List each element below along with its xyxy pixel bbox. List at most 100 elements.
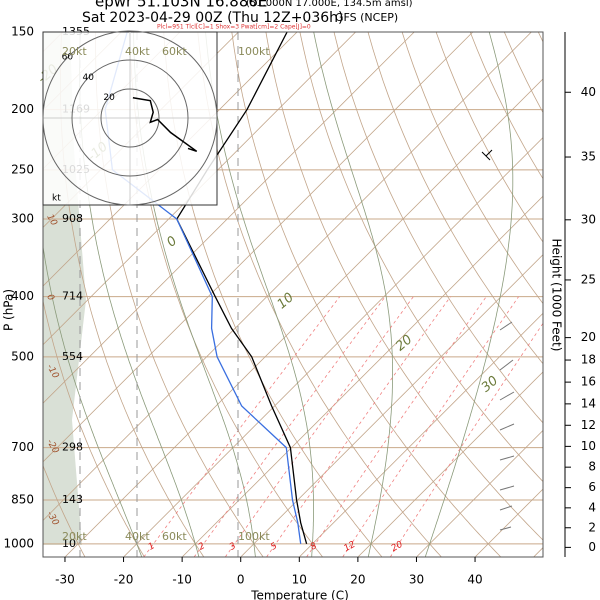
speed-label-top: 40kt bbox=[125, 45, 150, 58]
isotherm-grid bbox=[181, 195, 543, 557]
dry-adiabat bbox=[197, 32, 442, 557]
dry-adiabat bbox=[43, 299, 145, 557]
height-label: 908 bbox=[62, 212, 83, 225]
speed-label-bottom: 60kt bbox=[162, 530, 187, 543]
y2-tick-label: 14 bbox=[581, 396, 596, 410]
x-tick-label: 0 bbox=[237, 573, 245, 587]
dry-adiabat bbox=[367, 32, 543, 365]
speed-label-top: 60kt bbox=[162, 45, 187, 58]
x-tick-label: 10 bbox=[292, 573, 307, 587]
mixing-ratio-label: 8 bbox=[309, 541, 319, 553]
mixing-ratio-line bbox=[389, 322, 543, 557]
x-tick-label: 20 bbox=[350, 573, 365, 587]
dry-adiabat bbox=[537, 32, 543, 43]
mixing-ratio-line bbox=[342, 296, 519, 557]
dry-adiabat bbox=[59, 32, 205, 557]
mixing-ratio-line bbox=[224, 296, 414, 557]
y2-tick-label: 2 bbox=[588, 520, 596, 534]
isotherm-grid bbox=[533, 547, 543, 557]
y2-tick-label: 10 bbox=[581, 439, 596, 453]
height-label: 554 bbox=[62, 350, 83, 363]
isotherm-grid bbox=[240, 254, 543, 557]
dry-adiabat bbox=[43, 464, 86, 557]
isotherm-grid bbox=[357, 371, 543, 557]
moist-adiabat bbox=[133, 32, 256, 557]
dry-adiabat bbox=[163, 32, 383, 557]
y-tick-label: 300 bbox=[11, 212, 34, 226]
dry-adiabat bbox=[469, 32, 543, 180]
y2-tick-label: 25 bbox=[581, 272, 596, 286]
y-axis-label: P (hPa) bbox=[2, 289, 16, 331]
height-label: 298 bbox=[62, 441, 83, 454]
moist-adiabat-label: 10 bbox=[275, 290, 297, 312]
dry-adiabat bbox=[333, 32, 543, 424]
y-tick-label: 700 bbox=[11, 440, 34, 454]
isotherm-grid bbox=[43, 32, 356, 346]
hodograph-ring-label: 40 bbox=[83, 73, 95, 83]
y2-tick-label: 18 bbox=[581, 353, 596, 367]
mixing-ratio-label: 5 bbox=[269, 541, 279, 553]
speed-label-bottom: 100kt bbox=[238, 530, 270, 543]
hodograph-ring bbox=[71, 59, 189, 177]
speed-label-bottom: 40kt bbox=[125, 530, 150, 543]
moist-adiabat bbox=[313, 32, 393, 557]
x-tick-label: -30 bbox=[55, 573, 75, 587]
mixing-ratio-label: 2 bbox=[197, 541, 207, 553]
dry-adiabat bbox=[95, 32, 264, 557]
y-tick-label: 200 bbox=[11, 102, 34, 116]
y2-tick-label: 6 bbox=[588, 480, 596, 494]
speed-label-bottom: 20kt bbox=[62, 530, 87, 543]
height-label: 714 bbox=[62, 290, 83, 303]
moist-adiabat-label: 20 bbox=[393, 332, 415, 354]
mixing-ratio-label: 20 bbox=[390, 540, 405, 555]
moist-adiabat-label: 30 bbox=[479, 373, 501, 395]
chart-subtitle: Sat 2023-04-29 00Z (Thu 12Z+036h) bbox=[82, 10, 343, 26]
hodograph-ring-label: 60 bbox=[62, 53, 74, 63]
isotherm-grid bbox=[43, 32, 474, 463]
dry-adiabat bbox=[265, 32, 543, 541]
dry-adiabat bbox=[572, 32, 600, 557]
hodograph-ring-label: 20 bbox=[103, 93, 115, 103]
y2-axis-label: Height (1000 Feet) bbox=[550, 239, 564, 352]
y2-tick-label: 0 bbox=[588, 540, 596, 554]
y2-tick-label: 8 bbox=[588, 460, 596, 474]
y2-tick-label: 4 bbox=[588, 500, 596, 514]
height-label: 143 bbox=[62, 493, 83, 506]
dry-adiabat bbox=[299, 32, 543, 483]
moist-adiabat-label: 0 bbox=[164, 234, 180, 251]
hodograph-ring bbox=[100, 88, 160, 148]
mixing-ratio-line bbox=[306, 296, 487, 557]
chart-title: epwr 51.103N 16.886E bbox=[95, 0, 267, 11]
moist-adiabat bbox=[43, 243, 143, 557]
moist-adiabat bbox=[79, 32, 200, 557]
y2-tick-label: 20 bbox=[581, 330, 596, 344]
isotherm-grid bbox=[416, 429, 543, 557]
isotherm-grid bbox=[43, 32, 415, 404]
dry-adiabat bbox=[231, 32, 502, 557]
dry-adiabat bbox=[129, 32, 323, 557]
model-label: GFS (NCEP) bbox=[335, 11, 398, 24]
isotherm-grid bbox=[474, 488, 543, 557]
y-tick-label: 250 bbox=[11, 162, 34, 176]
x-tick-label: -10 bbox=[172, 573, 192, 587]
y2-tick-label: 16 bbox=[581, 375, 596, 389]
speed-label-top: 100kt bbox=[238, 45, 270, 58]
y-tick-label: 400 bbox=[11, 289, 34, 303]
moist-adiabat bbox=[424, 32, 514, 557]
dry-adiabat-label: 0 bbox=[44, 293, 56, 303]
mixing-ratio-line bbox=[193, 296, 386, 557]
height-label: 10 bbox=[62, 537, 76, 550]
hodograph-unit: kt bbox=[52, 194, 61, 204]
x-axis-label: Temperature (C) bbox=[250, 589, 349, 600]
mixing-ratio-label: 3 bbox=[228, 541, 238, 553]
y-tick-label: 150 bbox=[11, 25, 34, 39]
y2-tick-label: 30 bbox=[581, 212, 596, 226]
y-tick-label: 850 bbox=[11, 492, 34, 506]
location-note: (51.000N 17.000E, 134.5m amsl) bbox=[246, 0, 413, 9]
y2-tick-label: 40 bbox=[581, 85, 596, 99]
y-tick-label: 500 bbox=[11, 349, 34, 363]
wind-barbs bbox=[481, 149, 515, 531]
mixing-ratio-line bbox=[143, 296, 341, 557]
hodograph-ring bbox=[42, 30, 218, 206]
